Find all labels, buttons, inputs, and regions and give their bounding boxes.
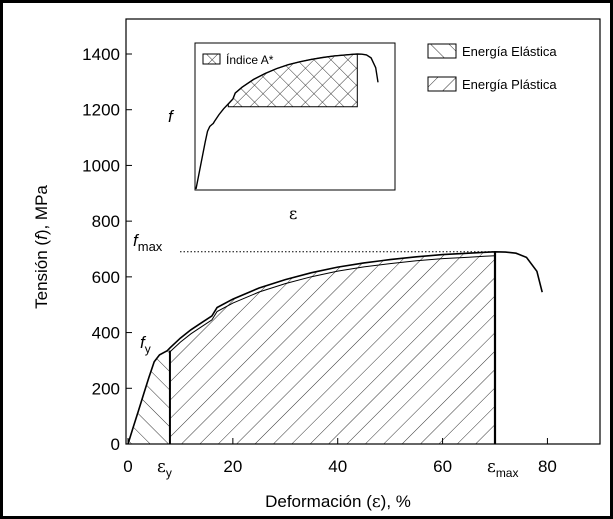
inset-y-label: f — [168, 107, 175, 126]
y-tick-label: 600 — [92, 268, 120, 287]
y-tick-label: 1200 — [82, 101, 120, 120]
inset-legend-swatch — [202, 53, 221, 65]
legend-label-plastic: Energía Plástica — [462, 77, 557, 92]
x-tick-label: 40 — [328, 457, 347, 476]
y-tick-label: 800 — [92, 212, 120, 231]
fmax-label: fmax — [133, 231, 163, 254]
legend-swatch-plastic — [427, 76, 457, 92]
legend-label-elastic: Energía Elástica — [462, 44, 557, 59]
inset-curve — [195, 53, 379, 190]
y-axis-ticks: 0 200 400 600 800 1000 1200 1400 — [82, 45, 132, 454]
legend-swatch-elastic — [427, 43, 457, 59]
legend-entry-plastic: Energía Plástica — [427, 76, 557, 92]
fy-label: fy — [140, 333, 151, 356]
energy-regions — [128, 251, 495, 444]
legend-entry-elastic: Energía Elástica — [427, 43, 557, 59]
x-tick-label: 80 — [538, 457, 557, 476]
elastic-energy-region — [128, 347, 170, 444]
eps-max-tick-label: εmax — [487, 457, 518, 480]
x-axis-label: Deformación (ε), % — [265, 492, 411, 512]
legend: Energía Elástica Energía Plástica — [427, 43, 557, 92]
plastic-energy-region — [169, 251, 495, 444]
inset-legend-label: Índice A* — [226, 52, 274, 67]
y-tick-label: 0 — [111, 435, 120, 454]
y-axis-label: Tensión (f), MPa — [32, 185, 51, 309]
stress-strain-curve — [127, 250, 543, 445]
eps-y-tick-label: εy — [157, 457, 172, 480]
inset-x-label: ε — [289, 204, 297, 223]
y-tick-label: 400 — [92, 324, 120, 343]
plot-area-frame — [125, 18, 601, 445]
x-tick-label: 0 — [123, 457, 132, 476]
y-tick-label: 1400 — [82, 45, 120, 64]
x-axis-ticks: 0 20 40 60 80 — [123, 438, 557, 476]
inset-chart: Índice A* f ε — [168, 42, 396, 223]
x-tick-label: 20 — [223, 457, 242, 476]
x-tick-label: 60 — [433, 457, 452, 476]
y-tick-label: 1000 — [82, 156, 120, 175]
y-tick-label: 200 — [92, 379, 120, 398]
stress-strain-curve-offset — [169, 255, 496, 353]
